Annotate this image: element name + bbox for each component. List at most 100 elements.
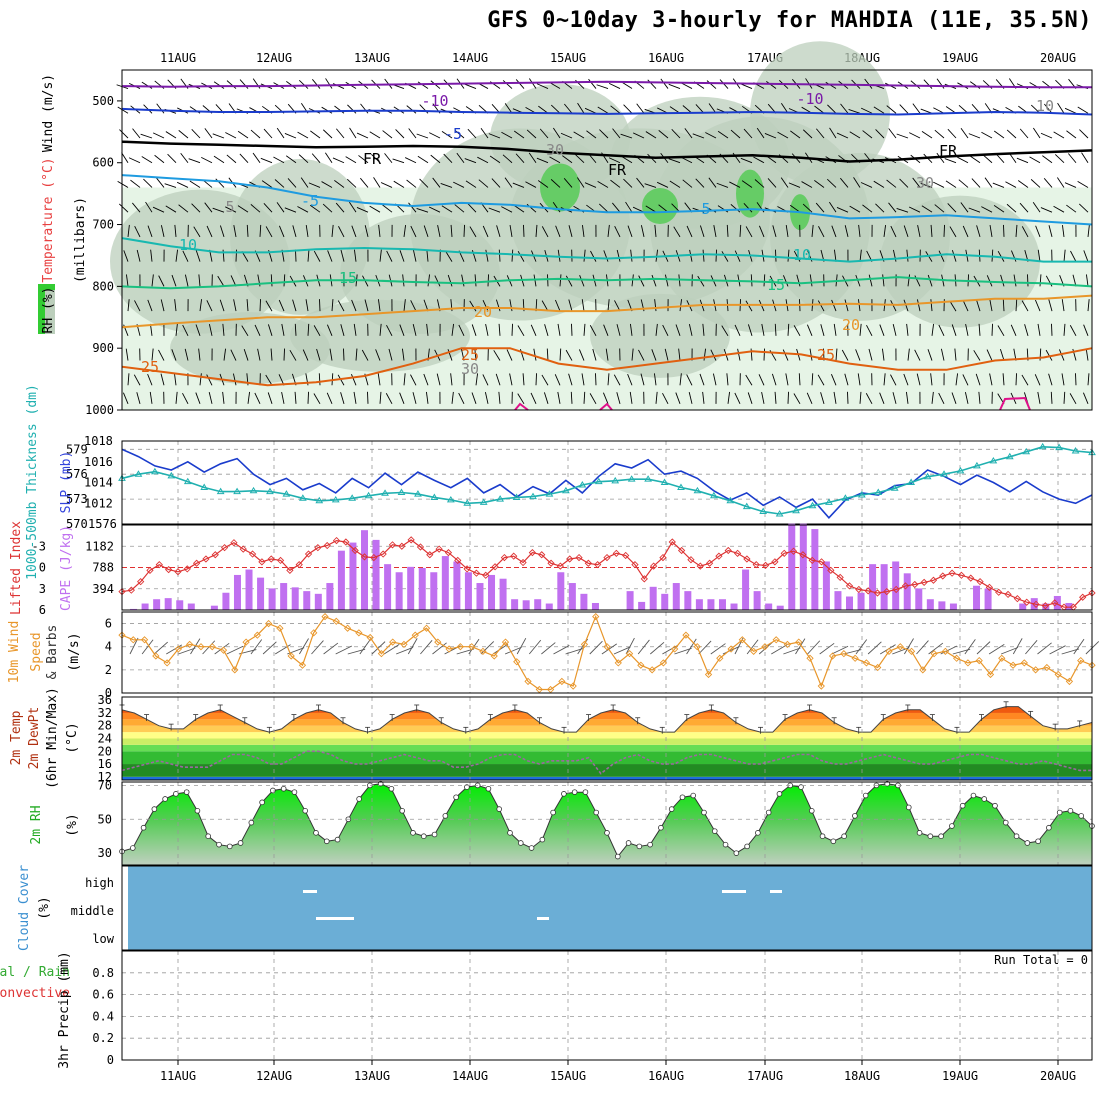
thickness-point — [167, 471, 176, 479]
thickness-point — [956, 466, 965, 474]
temp-fill — [122, 706, 1092, 780]
ytick-label-precip: 0.2 — [92, 1031, 114, 1045]
wind-barb — [1021, 300, 1029, 312]
wind-barb — [775, 249, 777, 262]
cape-bar — [742, 569, 750, 610]
wind-barb — [167, 153, 177, 164]
wind-barb — [416, 207, 429, 213]
wind-barb — [754, 179, 765, 188]
wind-barb — [962, 299, 969, 312]
wind-barb — [1039, 274, 1042, 287]
wind10m-barb — [323, 642, 339, 655]
wind-barb — [662, 324, 669, 337]
wind-barb — [324, 152, 333, 163]
wind-barb — [883, 373, 886, 386]
contour-label: 30 — [461, 360, 479, 378]
wind-barb — [965, 323, 969, 336]
ytick-label-temp: 36 — [98, 693, 112, 707]
wind-barb — [645, 131, 657, 139]
wind-barb — [313, 250, 321, 262]
cape-bar — [222, 592, 230, 610]
wind-barb — [160, 299, 165, 312]
wind-barb — [335, 202, 345, 213]
lifted-index-point — [370, 553, 378, 562]
wind-barb — [847, 391, 849, 404]
wind-barb — [951, 392, 957, 404]
cape-bar — [303, 591, 311, 610]
wind-barb — [141, 81, 153, 89]
cape-bar — [834, 591, 842, 610]
date-label-bottom: 19AUG — [942, 1069, 978, 1083]
wind-barb — [403, 224, 407, 237]
wind10m-point — [828, 652, 837, 660]
wind10m-barb — [141, 639, 154, 655]
lifted-index-point — [276, 556, 285, 565]
thickness-point — [512, 493, 521, 500]
wind-barb — [1054, 154, 1065, 164]
wind-barb — [758, 225, 765, 238]
wind-barb — [933, 107, 945, 114]
wind-barb — [882, 274, 885, 287]
wind-barb — [627, 225, 633, 238]
wind10m-barb — [202, 640, 216, 655]
wind-barb — [625, 201, 633, 213]
ytick-label-precip: 0.8 — [92, 966, 114, 980]
wind-barb — [364, 225, 369, 238]
wind-barb — [117, 180, 129, 188]
lifted-index-point — [967, 574, 975, 582]
wind-barb — [425, 391, 429, 404]
wind-barb — [968, 133, 981, 139]
wind-barb — [178, 130, 189, 139]
wind10m-point — [129, 636, 137, 644]
wind-barb — [734, 324, 741, 337]
wind-barb — [485, 249, 489, 262]
wind-barb — [782, 349, 789, 361]
thickness-point — [742, 502, 751, 510]
wind-barb — [949, 300, 957, 312]
wind-barb — [379, 249, 382, 262]
wind-barb — [132, 202, 141, 213]
wind10m-barb — [262, 641, 277, 655]
wind-barb — [612, 202, 621, 213]
lifted-index-point — [603, 553, 611, 562]
wind-barb — [636, 103, 645, 114]
wind-barb — [1015, 299, 1018, 312]
wind-barb — [848, 109, 861, 114]
wind-barb — [1024, 324, 1029, 336]
wind10m-barb — [166, 644, 183, 655]
wind-barb — [513, 130, 525, 139]
wind-barb — [1085, 348, 1089, 361]
wind-barb — [868, 274, 873, 287]
wind-barb — [147, 225, 153, 238]
wind10m-point — [986, 670, 995, 679]
wind-barb — [265, 374, 273, 386]
wind-barb — [184, 274, 189, 287]
wind10m-barb — [396, 647, 414, 655]
date-label-top: 16AUG — [648, 51, 684, 65]
wind10m-barb — [1061, 648, 1080, 655]
wind-barb — [543, 392, 549, 404]
wind-barb — [581, 299, 585, 312]
lifted-index-point — [528, 548, 537, 557]
rh-point — [410, 830, 416, 836]
wind-barb — [426, 249, 429, 262]
wind-barb — [471, 392, 477, 404]
wind10m-barb — [831, 645, 849, 655]
wind-barb — [947, 128, 957, 139]
wind10m-point — [389, 638, 397, 646]
wind-barb — [640, 225, 645, 238]
wind-barb — [912, 177, 921, 188]
wind10m-barb — [988, 643, 1005, 655]
lifted-index-point — [286, 566, 294, 574]
wind-barb — [453, 181, 465, 188]
wind-barb — [949, 226, 957, 238]
ytick-label-cape: 394 — [92, 582, 114, 596]
wind-barb — [512, 182, 525, 188]
wind-barb — [386, 324, 393, 337]
wind-barb — [434, 275, 441, 287]
wind-barb — [907, 274, 911, 287]
lifted-index-point — [230, 539, 238, 547]
wind10m-barb — [541, 642, 556, 655]
cloud-gap — [316, 917, 354, 920]
wind-barb — [745, 226, 753, 238]
